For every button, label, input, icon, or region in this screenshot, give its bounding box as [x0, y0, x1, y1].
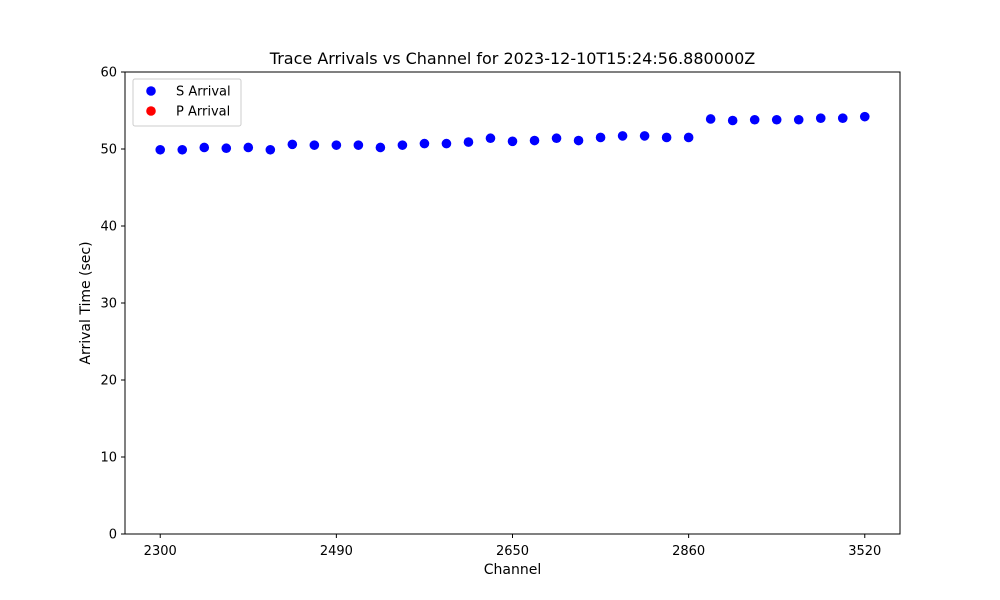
s-arrival-point: [705, 114, 716, 124]
s-arrival-point: [375, 142, 386, 153]
y-tick-label: 20: [100, 374, 117, 389]
y-tick-label: 0: [109, 528, 117, 543]
x-tick-label: 2650: [496, 544, 529, 559]
s-arrival-point: [771, 114, 782, 125]
y-tick-label: 40: [100, 220, 117, 235]
x-tick-label: 3520: [848, 544, 881, 559]
y-tick-label: 60: [100, 66, 117, 81]
s-arrival-point: [859, 111, 870, 122]
chart-title: Trace Arrivals vs Channel for 2023-12-10…: [269, 49, 755, 68]
s-arrival-point: [441, 138, 452, 149]
s-arrival-point: [243, 142, 254, 153]
x-tick-label: 2860: [672, 544, 705, 559]
legend-marker-s-arrival: [146, 86, 156, 96]
s-arrival-point: [749, 114, 760, 125]
s-arrival-point: [727, 115, 738, 126]
legend: S Arrival P Arrival: [132, 78, 242, 127]
s-arrival-point: [265, 144, 276, 155]
legend-label-p-arrival: P Arrival: [176, 105, 230, 120]
x-tick-label: 2300: [144, 544, 177, 559]
y-axis-label: Arrival Time (sec): [78, 241, 94, 364]
s-arrival-point: [221, 143, 232, 154]
y-tick-label: 50: [100, 143, 117, 158]
s-arrival-point: [199, 142, 210, 153]
legend-label-s-arrival: S Arrival: [176, 85, 231, 100]
s-arrival-point: [661, 132, 672, 143]
s-arrival-point: [485, 133, 496, 144]
s-arrival-point: [287, 139, 298, 150]
s-arrival-point: [639, 131, 650, 141]
s-arrival-point: [419, 138, 430, 149]
s-arrival-point: [617, 131, 628, 141]
s-arrival-point: [815, 113, 826, 123]
s-arrival-point: [837, 113, 848, 123]
s-arrival-point: [529, 135, 540, 146]
s-arrival-point: [573, 135, 584, 146]
s-arrival-point: [551, 133, 562, 144]
legend-marker-p-arrival: [146, 106, 156, 116]
s-arrival-point: [331, 140, 342, 150]
s-arrival-point: [463, 137, 474, 147]
s-arrival-point: [507, 136, 518, 147]
s-arrival-point: [177, 144, 188, 155]
s-arrival-point: [793, 114, 804, 125]
x-tick-label: 2490: [320, 544, 353, 559]
plot-area: 0 10 20 30 40 50 60 2300 2490 2650 2860 3520: [100, 66, 881, 560]
s-arrival-point: [595, 132, 606, 143]
s-arrival-point: [155, 144, 166, 155]
y-tick-label: 10: [100, 451, 117, 466]
s-arrival-point: [309, 140, 320, 150]
y-tick-label: 30: [100, 297, 117, 312]
x-axis-label: Channel: [484, 562, 541, 578]
axes-frame: [124, 71, 901, 535]
s-arrival-point: [397, 140, 408, 150]
s-arrival-point: [683, 132, 694, 143]
s-arrival-point: [353, 140, 364, 150]
legend-box: [132, 78, 242, 127]
